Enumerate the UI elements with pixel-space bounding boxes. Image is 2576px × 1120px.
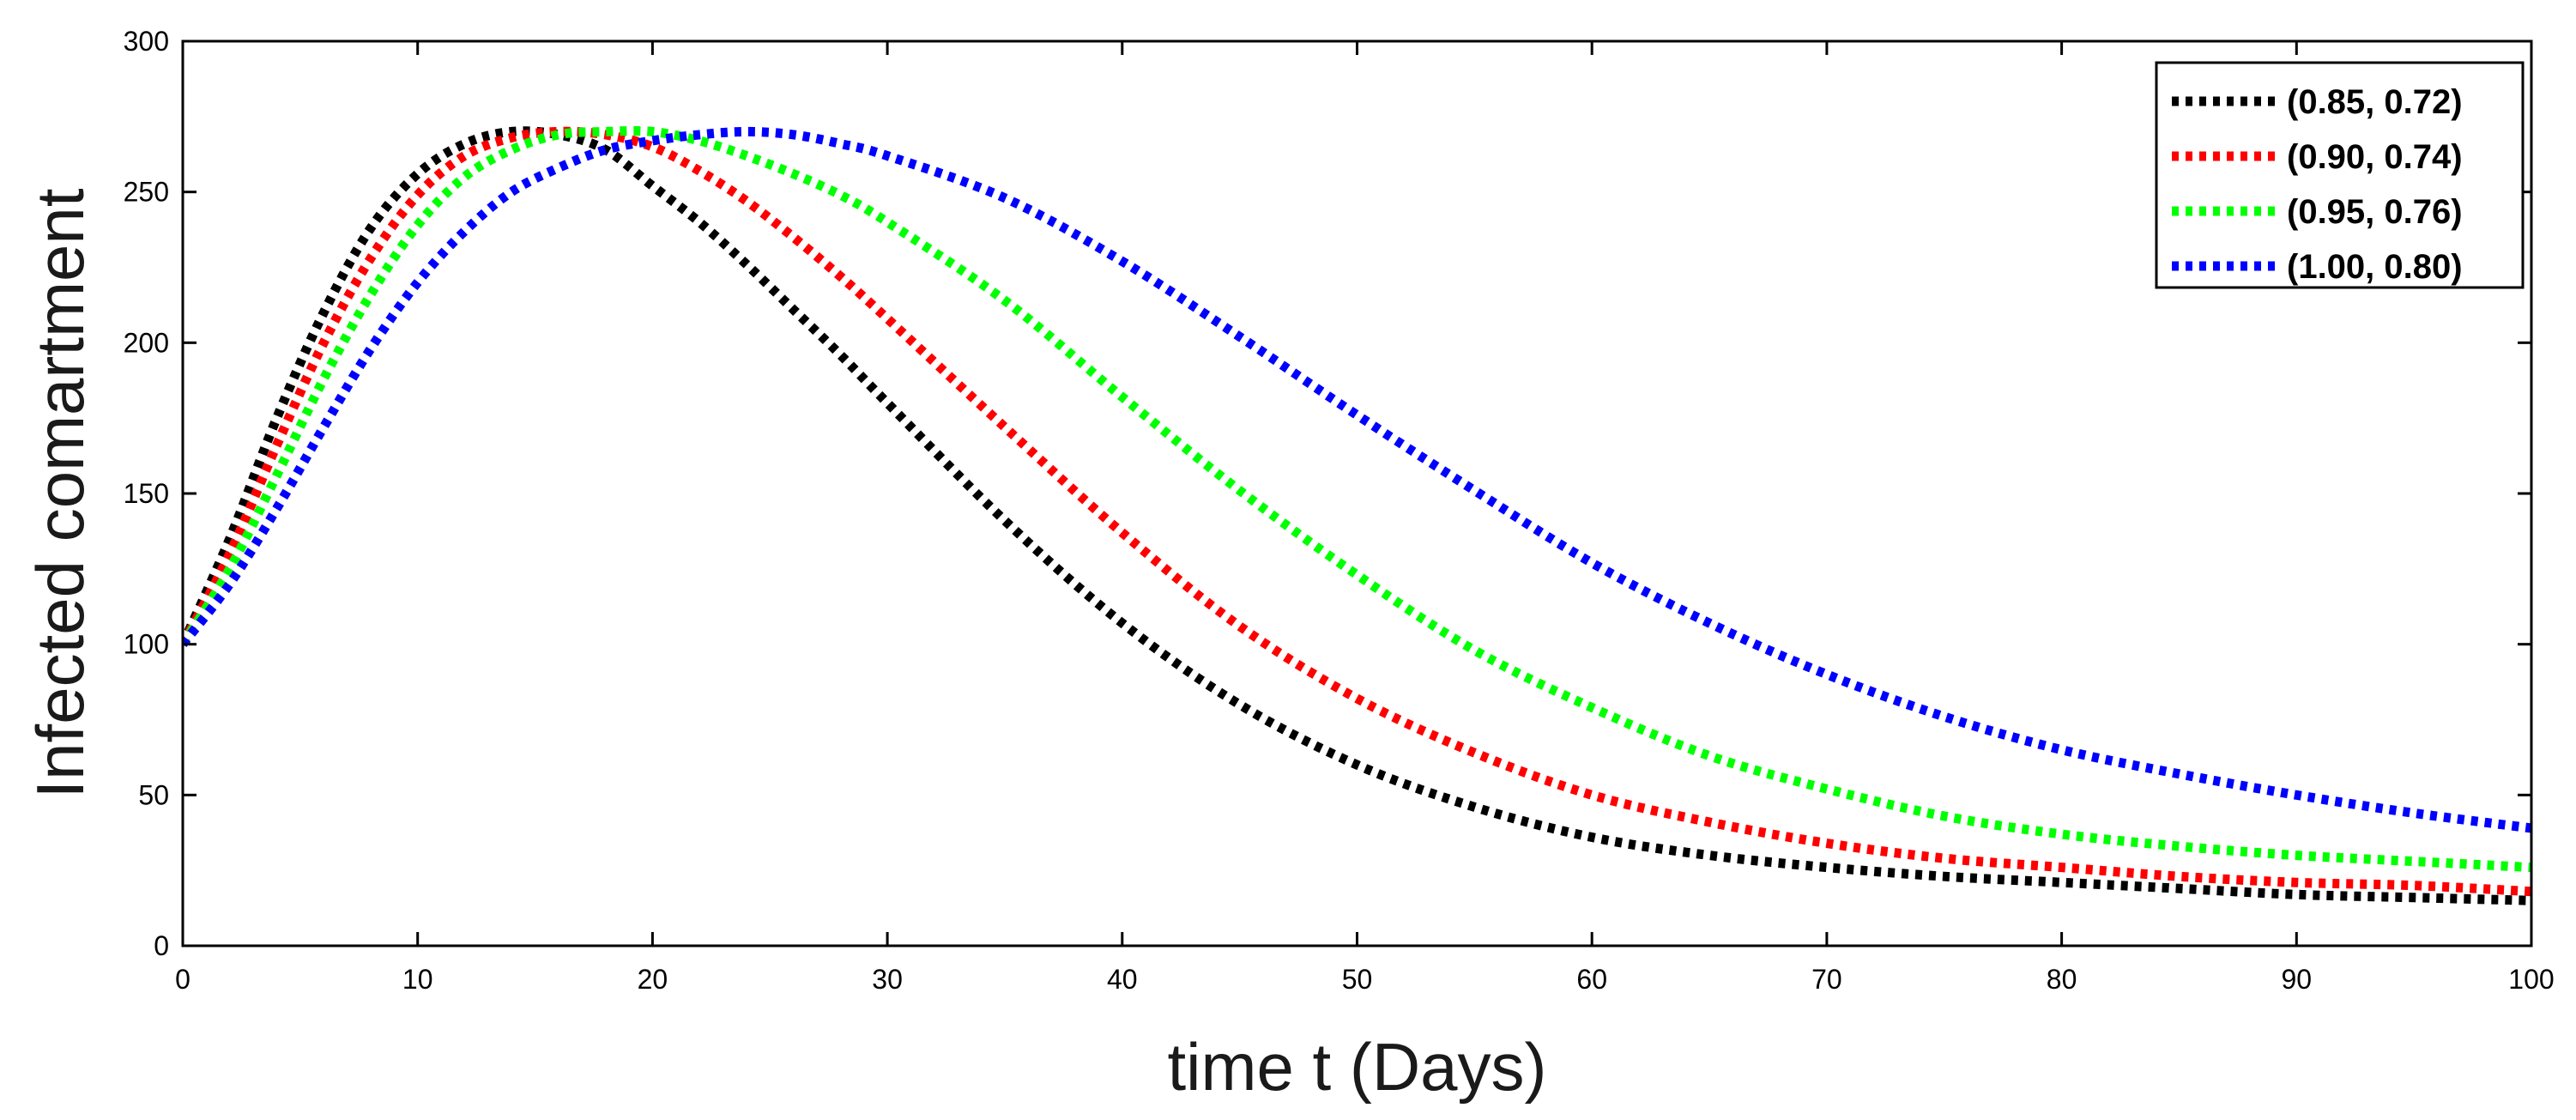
y-tick-label: 250: [124, 177, 169, 208]
legend-label-4: (1.00, 0.80): [2287, 248, 2463, 286]
series-line-4: [183, 126, 2531, 833]
y-tick-label: 50: [138, 779, 169, 810]
legend-label-2: (0.90, 0.74): [2287, 138, 2463, 176]
y-axis-label: Infected comartment: [22, 188, 98, 798]
x-tick-label: 100: [2508, 964, 2554, 995]
x-tick-label: 10: [402, 964, 433, 995]
x-tick-label: 40: [1107, 964, 1138, 995]
y-tick-label: 100: [124, 629, 169, 660]
series-layer: [183, 125, 2531, 905]
x-tick-label: 70: [1811, 964, 1842, 995]
x-tick-label: 30: [872, 964, 903, 995]
series-line-3: [183, 125, 2531, 873]
x-axis-label: time t (Days): [1167, 1029, 1546, 1105]
y-tick-label: 300: [124, 26, 169, 57]
y-tick-label: 200: [124, 327, 169, 358]
x-tick-label: 20: [638, 964, 668, 995]
series-line-1: [183, 126, 2531, 905]
x-tick-label: 90: [2282, 964, 2313, 995]
x-tick-label: 50: [1342, 964, 1373, 995]
x-tick-label: 80: [2047, 964, 2077, 995]
series-line-2: [183, 126, 2531, 897]
legend-label-1: (0.85, 0.72): [2287, 83, 2463, 121]
y-tick-label: 150: [124, 478, 169, 509]
x-tick-label: 0: [175, 964, 190, 995]
x-tick-label: 60: [1576, 964, 1607, 995]
axes-layer: 0 10 20 30 40 50 60 70 80 90 100 0 50 100 150 200 250 300: [124, 26, 2555, 995]
legend-layer: (0.85, 0.72) (0.90, 0.74) (0.95, 0.76) (1.0…: [2155, 61, 2525, 289]
legend-label-3: (0.95, 0.76): [2287, 193, 2463, 231]
y-tick-label: 0: [154, 930, 169, 961]
